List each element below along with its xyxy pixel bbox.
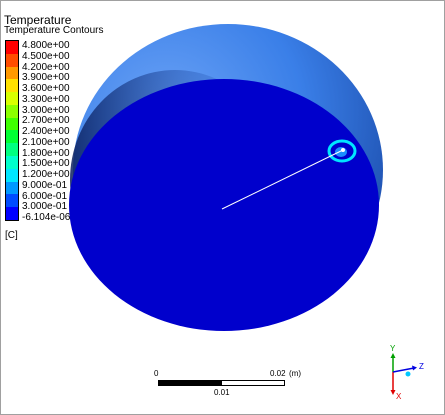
legend-color-band bbox=[6, 41, 18, 54]
legend-color-band bbox=[6, 143, 18, 157]
hotspot-contour-inner bbox=[335, 147, 347, 157]
legend-level-label: 3.600e+00 bbox=[22, 83, 70, 94]
scale-unit-label: (m) bbox=[289, 369, 301, 378]
legend-color-band bbox=[6, 66, 18, 80]
legend-level-label: 3.000e-01 bbox=[22, 201, 68, 213]
legend-unit: [C] bbox=[5, 230, 18, 241]
triad-x-label: X bbox=[396, 392, 402, 401]
legend-color-band bbox=[6, 104, 18, 118]
legend-title: Temperature bbox=[4, 13, 72, 27]
brand-version: 2022 R2 bbox=[387, 38, 438, 51]
triad-z-label: Z bbox=[419, 362, 424, 371]
axis-triad[interactable]: Y Z X bbox=[378, 344, 428, 404]
legend-color-band bbox=[6, 194, 18, 208]
legend-color-band bbox=[6, 117, 18, 131]
legend-level-label: 4.200e+00 bbox=[22, 61, 70, 73]
legend-color-band bbox=[6, 207, 18, 220]
legend-color-band bbox=[6, 130, 18, 144]
legend-level-label: 4.500e+00 bbox=[22, 50, 70, 62]
color-legend-bar bbox=[5, 40, 19, 221]
legend-level-label: 1.500e+00 bbox=[22, 158, 70, 170]
scale-mid-label: 0.01 bbox=[214, 388, 230, 397]
legend-subtitle: Temperature Contours bbox=[4, 25, 104, 36]
legend-level-label: 2.100e+00 bbox=[22, 136, 70, 148]
legend-color-band bbox=[6, 156, 18, 169]
triad-y-label: Y bbox=[390, 344, 396, 353]
legend-level-label: 9.000e-01 bbox=[22, 179, 68, 191]
scale-segment-dark bbox=[158, 380, 222, 386]
legend-color-band bbox=[6, 168, 18, 182]
legend-color-band bbox=[6, 181, 18, 195]
probe-line bbox=[221, 149, 344, 210]
legend-color-band bbox=[6, 53, 18, 67]
legend-level-label: 2.400e+00 bbox=[22, 126, 70, 137]
legend-color-band bbox=[6, 79, 18, 93]
legend-level-label: 3.000e+00 bbox=[22, 104, 70, 116]
scale-bar: 0 0.02 (m) 0.01 bbox=[150, 368, 310, 408]
legend-color-band bbox=[6, 92, 18, 105]
probe-point bbox=[341, 148, 345, 152]
brand-name: Ansys bbox=[365, 14, 438, 38]
scale-segment-light bbox=[221, 380, 285, 386]
hotspot-contour-outer bbox=[327, 139, 357, 163]
cap-face bbox=[69, 79, 379, 331]
legend-level-label: 1.800e+00 bbox=[22, 147, 70, 159]
scale-start-label: 0 bbox=[154, 369, 159, 378]
triad-arrows bbox=[390, 353, 417, 395]
scale-end-label: 0.02 bbox=[270, 369, 286, 378]
legend-level-label: 3.900e+00 bbox=[22, 72, 70, 84]
legend-level-label: -6.104e-06 bbox=[22, 212, 71, 223]
legend-level-label: 6.000e-01 bbox=[22, 190, 68, 202]
brand-logo: Ansys 2022 R2 bbox=[366, 14, 438, 51]
legend-level-label: 2.700e+00 bbox=[22, 115, 70, 127]
legend-level-label: 1.200e+00 bbox=[22, 169, 70, 180]
legend-level-label: 4.800e+00 bbox=[22, 40, 70, 51]
legend-level-label: 3.300e+00 bbox=[22, 93, 70, 105]
